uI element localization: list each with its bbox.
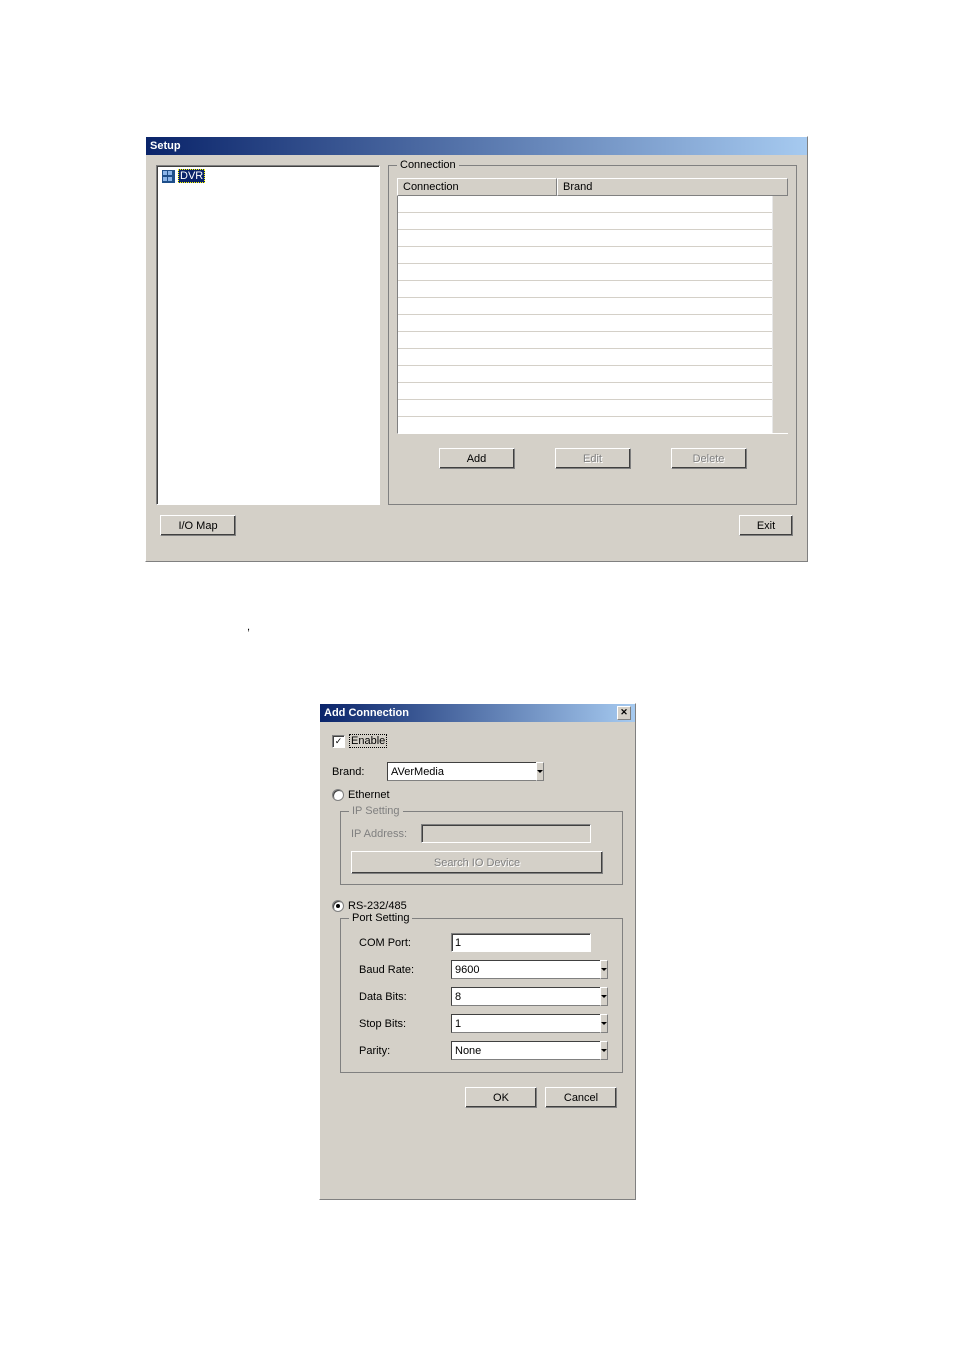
close-icon[interactable]: ✕ xyxy=(617,706,631,720)
list-row[interactable] xyxy=(398,366,788,383)
delete-button[interactable]: Delete xyxy=(671,448,747,469)
grid-icon xyxy=(162,170,175,183)
connection-list: Connection Brand xyxy=(397,178,788,434)
cancel-button[interactable]: Cancel xyxy=(545,1087,617,1108)
ok-button[interactable]: OK xyxy=(465,1087,537,1108)
chevron-down-icon[interactable] xyxy=(600,1041,608,1060)
brand-select[interactable] xyxy=(387,762,503,781)
list-row[interactable] xyxy=(398,264,788,281)
brand-value[interactable] xyxy=(387,762,536,781)
enable-label: Enable xyxy=(349,734,387,748)
radio-icon xyxy=(332,789,344,801)
addconn-titlebar: Add Connection ✕ xyxy=(320,704,635,722)
databits-select[interactable] xyxy=(451,987,591,1006)
list-scrollbar[interactable] xyxy=(772,196,788,433)
databits-value[interactable] xyxy=(451,987,600,1006)
chevron-down-icon[interactable] xyxy=(600,1014,608,1033)
rs-radio[interactable]: RS-232/485 xyxy=(332,900,407,912)
setup-titlebar: Setup xyxy=(146,137,807,155)
edit-button[interactable]: Edit xyxy=(555,448,631,469)
baud-value[interactable] xyxy=(451,960,600,979)
port-legend: Port Setting xyxy=(349,912,412,924)
brand-label: Brand: xyxy=(332,766,387,778)
ip-row: IP Address: xyxy=(351,824,612,843)
ip-legend: IP Setting xyxy=(349,805,403,817)
list-body[interactable] xyxy=(397,196,788,434)
exit-button[interactable]: Exit xyxy=(739,515,793,536)
stopbits-label: Stop Bits: xyxy=(351,1018,451,1030)
col-connection[interactable]: Connection xyxy=(397,178,557,196)
ethernet-radio[interactable]: Ethernet xyxy=(332,789,390,801)
stopbits-select[interactable] xyxy=(451,1014,591,1033)
baud-select[interactable] xyxy=(451,960,591,979)
com-label: COM Port: xyxy=(351,937,451,949)
list-row[interactable] xyxy=(398,349,788,366)
ip-label: IP Address: xyxy=(351,828,421,840)
ip-groupbox: IP Setting IP Address: Search IO Device xyxy=(340,811,623,885)
setup-title: Setup xyxy=(150,140,181,152)
brand-row: Brand: xyxy=(332,762,623,781)
baud-label: Baud Rate: xyxy=(351,964,451,976)
chevron-down-icon[interactable] xyxy=(600,987,608,1006)
iomap-button[interactable]: I/O Map xyxy=(160,515,236,536)
addconn-window: Add Connection ✕ ✓ Enable Brand: Etherne… xyxy=(319,703,636,1200)
stray-text: , xyxy=(247,621,250,633)
list-row[interactable] xyxy=(398,247,788,264)
com-input[interactable] xyxy=(451,933,591,952)
parity-select[interactable] xyxy=(451,1041,591,1060)
list-row[interactable] xyxy=(398,298,788,315)
chevron-down-icon[interactable] xyxy=(536,762,544,781)
list-row[interactable] xyxy=(398,332,788,349)
list-row[interactable] xyxy=(398,213,788,230)
ethernet-label: Ethernet xyxy=(348,789,390,801)
tree-item-label: DVR xyxy=(178,169,205,183)
col-brand[interactable]: Brand xyxy=(557,178,788,196)
chevron-down-icon[interactable] xyxy=(600,960,608,979)
setup-window: Setup DVR Connection Connection Brand xyxy=(145,136,808,562)
list-header: Connection Brand xyxy=(397,178,788,196)
enable-checkbox[interactable]: ✓ Enable xyxy=(332,734,387,748)
list-row[interactable] xyxy=(398,196,788,213)
tree-panel[interactable]: DVR xyxy=(156,165,380,505)
parity-label: Parity: xyxy=(351,1045,451,1057)
databits-label: Data Bits: xyxy=(351,991,451,1003)
add-button[interactable]: Add xyxy=(439,448,515,469)
addconn-title: Add Connection xyxy=(324,707,409,719)
connection-legend: Connection xyxy=(397,159,459,171)
connection-groupbox: Connection Connection Brand xyxy=(388,165,797,505)
tree-item-dvr[interactable]: DVR xyxy=(159,168,377,184)
ip-input xyxy=(421,824,591,843)
rs-label: RS-232/485 xyxy=(348,900,407,912)
search-button: Search IO Device xyxy=(351,851,603,874)
list-row[interactable] xyxy=(398,230,788,247)
checkbox-icon: ✓ xyxy=(332,735,345,748)
radio-icon xyxy=(332,900,344,912)
parity-value[interactable] xyxy=(451,1041,600,1060)
stopbits-value[interactable] xyxy=(451,1014,600,1033)
list-row[interactable] xyxy=(398,400,788,417)
list-row[interactable] xyxy=(398,281,788,298)
port-groupbox: Port Setting COM Port: Baud Rate: Data B… xyxy=(340,918,623,1073)
list-row[interactable] xyxy=(398,383,788,400)
list-row[interactable] xyxy=(398,315,788,332)
